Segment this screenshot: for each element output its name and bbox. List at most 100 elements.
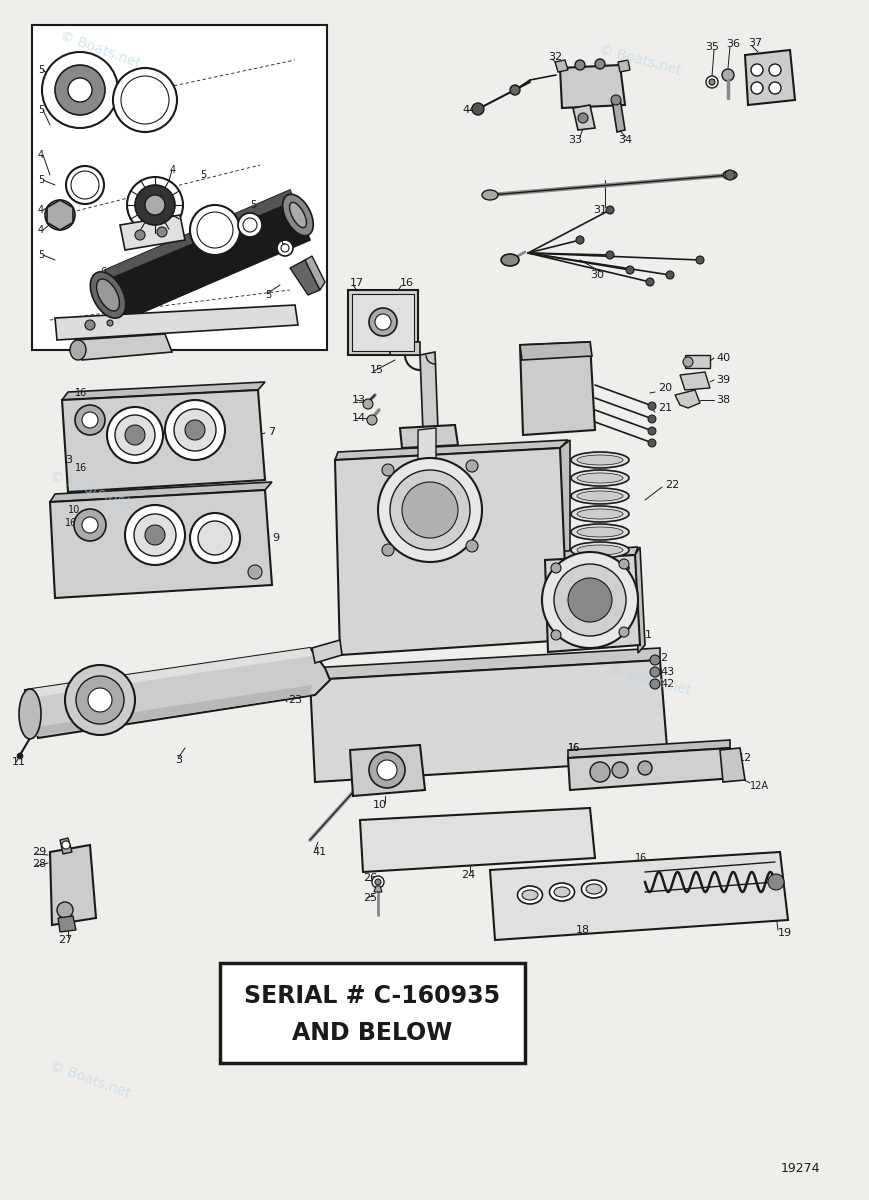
- Ellipse shape: [501, 254, 519, 266]
- Circle shape: [107, 320, 113, 326]
- Text: 12A: 12A: [749, 781, 768, 791]
- Text: 2: 2: [660, 653, 667, 662]
- Polygon shape: [25, 685, 312, 738]
- Ellipse shape: [570, 560, 628, 576]
- Circle shape: [541, 552, 637, 648]
- Circle shape: [75, 404, 105, 434]
- Text: 9: 9: [272, 533, 279, 542]
- Circle shape: [550, 630, 561, 640]
- Ellipse shape: [282, 194, 313, 235]
- Ellipse shape: [580, 880, 606, 898]
- Polygon shape: [120, 215, 185, 250]
- Text: 40: 40: [715, 353, 729, 362]
- Ellipse shape: [521, 890, 537, 900]
- Circle shape: [554, 564, 626, 636]
- Circle shape: [57, 902, 73, 918]
- Text: 13: 13: [352, 395, 366, 404]
- Text: 36: 36: [725, 38, 740, 49]
- Text: 28: 28: [32, 859, 46, 869]
- Polygon shape: [389, 342, 420, 355]
- Text: © Boats.net: © Boats.net: [607, 662, 692, 697]
- Circle shape: [574, 60, 584, 70]
- Polygon shape: [50, 490, 272, 598]
- Text: 5: 5: [38, 65, 44, 74]
- Polygon shape: [360, 808, 594, 872]
- Text: 32: 32: [547, 52, 561, 62]
- Ellipse shape: [289, 203, 306, 228]
- Text: 10: 10: [373, 800, 387, 810]
- Circle shape: [646, 278, 653, 286]
- Circle shape: [135, 185, 175, 226]
- Polygon shape: [720, 748, 744, 782]
- Text: 4: 4: [38, 205, 44, 215]
- Circle shape: [647, 427, 655, 434]
- Text: 16: 16: [400, 278, 414, 288]
- Circle shape: [375, 878, 381, 886]
- Circle shape: [88, 688, 112, 712]
- Ellipse shape: [549, 883, 574, 901]
- Circle shape: [509, 85, 520, 95]
- Circle shape: [17, 754, 23, 758]
- Circle shape: [115, 415, 155, 455]
- Circle shape: [156, 227, 167, 236]
- Text: 12: 12: [737, 754, 752, 763]
- Polygon shape: [611, 98, 624, 132]
- Text: 10: 10: [68, 505, 80, 515]
- Circle shape: [55, 65, 105, 115]
- Text: 20: 20: [657, 383, 672, 392]
- Polygon shape: [420, 352, 437, 432]
- Ellipse shape: [576, 455, 622, 464]
- Circle shape: [372, 876, 383, 888]
- Circle shape: [376, 760, 396, 780]
- Bar: [220, 962, 524, 1063]
- Circle shape: [721, 68, 733, 80]
- Circle shape: [127, 176, 182, 233]
- Text: 5: 5: [249, 200, 256, 210]
- Bar: [352, 294, 414, 350]
- Circle shape: [647, 415, 655, 422]
- Polygon shape: [335, 440, 567, 460]
- Circle shape: [375, 314, 390, 330]
- Circle shape: [666, 271, 673, 278]
- Text: 16: 16: [567, 743, 580, 754]
- Circle shape: [594, 59, 604, 68]
- Circle shape: [626, 266, 634, 274]
- Text: 42: 42: [660, 679, 673, 689]
- Circle shape: [76, 676, 124, 724]
- Text: 31: 31: [593, 205, 607, 215]
- Text: 4: 4: [169, 164, 176, 175]
- Circle shape: [466, 460, 477, 472]
- Polygon shape: [544, 554, 640, 652]
- Ellipse shape: [570, 452, 628, 468]
- Text: AND BELOW: AND BELOW: [292, 1021, 452, 1045]
- Circle shape: [606, 206, 614, 214]
- Text: 15: 15: [369, 365, 383, 374]
- Circle shape: [618, 626, 628, 637]
- Polygon shape: [75, 334, 172, 360]
- Ellipse shape: [90, 272, 125, 318]
- Ellipse shape: [570, 542, 628, 558]
- Polygon shape: [62, 382, 265, 400]
- Circle shape: [121, 76, 169, 124]
- Polygon shape: [684, 355, 709, 368]
- Polygon shape: [617, 60, 629, 72]
- Circle shape: [606, 251, 614, 259]
- Circle shape: [198, 521, 232, 554]
- Ellipse shape: [70, 340, 86, 360]
- Circle shape: [368, 752, 405, 788]
- Circle shape: [62, 841, 70, 850]
- Polygon shape: [62, 390, 265, 492]
- Polygon shape: [520, 342, 591, 360]
- Ellipse shape: [517, 886, 542, 904]
- Text: 26: 26: [362, 874, 376, 883]
- Circle shape: [466, 540, 477, 552]
- Text: SERIAL # C-160935: SERIAL # C-160935: [244, 984, 500, 1008]
- Circle shape: [82, 517, 98, 533]
- Ellipse shape: [570, 488, 628, 504]
- Circle shape: [647, 439, 655, 446]
- Circle shape: [381, 544, 394, 556]
- Circle shape: [107, 407, 163, 463]
- Polygon shape: [25, 648, 329, 738]
- Circle shape: [472, 103, 483, 115]
- Circle shape: [695, 256, 703, 264]
